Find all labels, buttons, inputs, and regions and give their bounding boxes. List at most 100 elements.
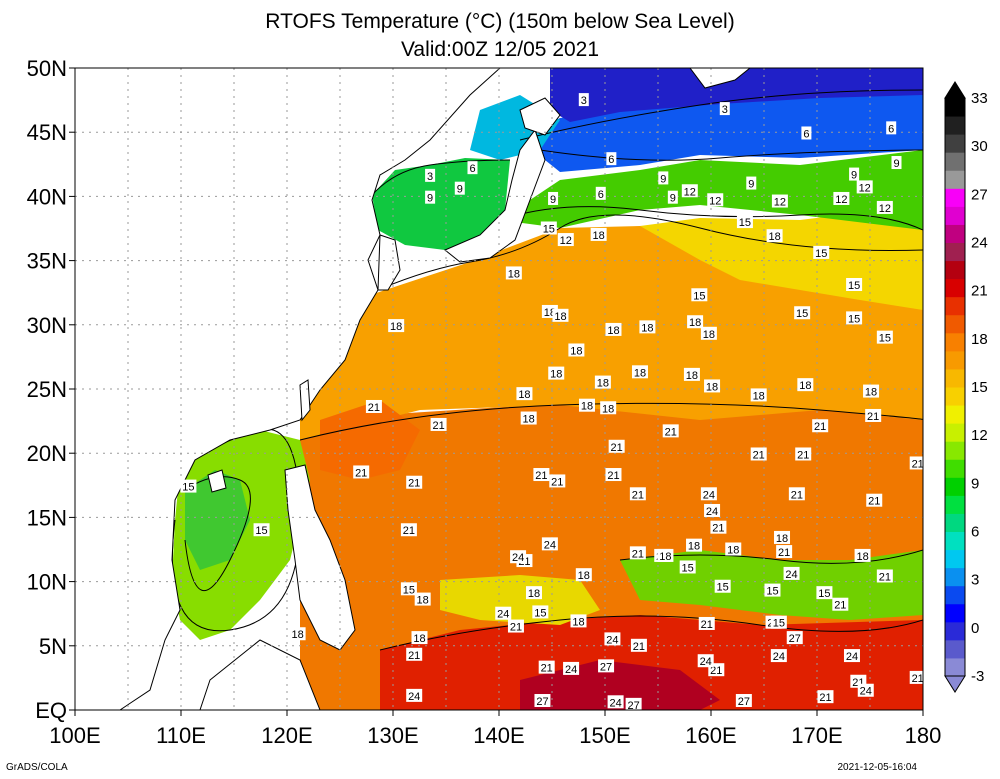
colorbar-label: 24 (971, 235, 988, 252)
contour-label-value: 21 (551, 476, 563, 488)
contour-label-value: 15 (848, 313, 860, 325)
contour-label-value: 6 (803, 128, 809, 140)
contour-label-box (886, 121, 897, 135)
contour-label: 12 (707, 193, 724, 207)
contour-label-box (788, 487, 805, 501)
contour-label: 6 (606, 152, 617, 166)
contour-label-box (700, 487, 717, 501)
contour-label: 18 (552, 308, 569, 323)
contour-label: 21 (750, 447, 767, 461)
contour-label-value: 27 (536, 696, 548, 708)
contour-label: 21 (865, 408, 882, 423)
contour-label-value: 18 (523, 414, 535, 426)
contour-label: 18 (854, 548, 871, 563)
contour-label-box (833, 191, 850, 205)
contour-label-value: 21 (867, 411, 879, 423)
zone-below-0 (550, 68, 923, 122)
contour-label-box (639, 320, 656, 334)
lat-tick-label: 45N (27, 120, 67, 145)
contour-label-box (725, 542, 742, 556)
colorbar-label: 18 (971, 331, 988, 348)
contour-label-box (817, 690, 834, 704)
contour-label: 18 (568, 343, 585, 357)
colorbar-segment (945, 513, 965, 532)
contour-label-value: 21 (912, 673, 924, 685)
contour-label-box (657, 548, 674, 562)
lon-tick-label: 180 (905, 723, 942, 748)
contour-label-value: 3 (427, 171, 433, 183)
contour-label-box (866, 493, 883, 507)
contour-label: 18 (411, 631, 428, 645)
contour-label-box (750, 447, 767, 461)
contour-label-box (400, 523, 417, 537)
contour-label-value: 15 (255, 525, 267, 537)
contour-label-value: 15 (182, 482, 194, 494)
contour-label-box (710, 520, 727, 534)
contour-label-box (516, 387, 533, 401)
contour-label-value: 21 (632, 548, 644, 560)
colorbar-segment (945, 260, 965, 280)
contour-label-box (865, 408, 882, 422)
lat-tick-label: 30N (27, 313, 67, 338)
contour-label-value: 21 (632, 489, 644, 501)
contour-label-box (683, 367, 700, 381)
map-subtitle: Valid:00Z 12/05 2021 (400, 38, 600, 61)
contour-label-value: 15 (534, 607, 546, 619)
contour-label: 18 (600, 401, 617, 415)
footer-timestamp: 2021-12-05-16:04 (837, 762, 917, 773)
contour-label-value: 21 (797, 449, 809, 461)
lat-tick-label: EQ (35, 698, 67, 723)
colorbar-segment (945, 98, 965, 117)
contour-label-box (704, 379, 721, 393)
contour-label: 6 (595, 186, 606, 201)
contour-label-box (454, 181, 465, 195)
contour-label-box (607, 695, 624, 709)
contour-label: 18 (548, 366, 565, 381)
contour-label: 21 (710, 520, 727, 535)
zone-12-15 (500, 150, 923, 230)
contour-label-box (698, 616, 715, 630)
contour-label-value: 18 (528, 588, 540, 600)
contour-label-box (771, 194, 788, 208)
contour-label: 27 (534, 694, 551, 708)
contour-label-value: 21 (819, 692, 831, 704)
contour-label-value: 12 (709, 195, 721, 207)
contour-label-value: 18 (550, 369, 562, 381)
colorbar-label: 15 (971, 379, 988, 396)
contour-label-box (534, 694, 551, 708)
contour-label-value: 24 (544, 539, 556, 551)
contour-label-box (801, 126, 812, 140)
contour-label: 21 (630, 638, 647, 653)
contour-label-value: 12 (684, 186, 696, 198)
contour-label-value: 18 (581, 401, 593, 413)
contour-label: 9 (849, 167, 860, 182)
contour-label-value: 18 (602, 403, 614, 415)
contour-label-value: 21 (541, 663, 553, 675)
contour-label-box (253, 523, 270, 537)
contour-label: 9 (891, 156, 902, 170)
contour-label: 21 (698, 616, 715, 631)
contour-label-value: 21 (432, 420, 444, 432)
contour-label: 3 (719, 102, 730, 116)
contour-label: 18 (750, 388, 767, 402)
contour-label-value: 9 (851, 170, 857, 182)
colorbar-max-arrow (944, 81, 966, 99)
contour-label: 21 (817, 690, 834, 704)
borneo (199, 639, 321, 710)
contour-label: 18 (704, 379, 721, 393)
contour-label-value: 12 (774, 197, 786, 209)
contour-label-value: 21 (607, 470, 619, 482)
contour-label-value: 12 (859, 182, 871, 194)
contour-label-box (816, 586, 833, 600)
contour-label: 12 (876, 200, 893, 215)
contour-label-value: 9 (427, 193, 433, 205)
contour-label: 18 (766, 229, 783, 243)
contour-label: 24 (495, 606, 512, 621)
contour-label-value: 21 (868, 496, 880, 508)
contour-label-value: 15 (848, 280, 860, 292)
contour-label-box (605, 322, 622, 336)
colorbar-segment (945, 278, 965, 298)
contour-label: 9 (548, 191, 559, 206)
contour-label-box (774, 530, 791, 544)
latitude-labels: EQ 5N 10N 15N 20N 25N 30N 35N 40N 45N 50N (27, 56, 75, 723)
